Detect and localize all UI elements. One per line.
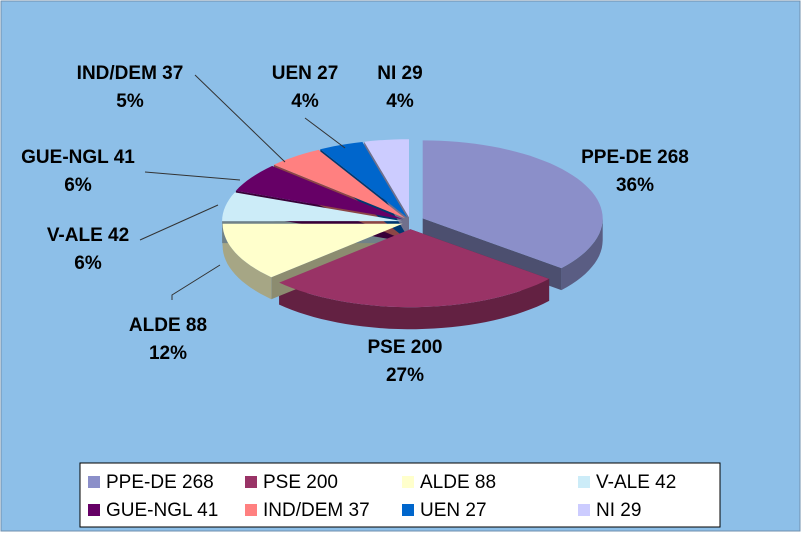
slice-side [222,223,272,300]
leader-line [304,117,346,149]
data-label-value: 4% [386,91,414,112]
legend-swatch [402,504,414,516]
slice [235,166,404,220]
data-label-name: IND/DEM 37 [77,63,184,84]
data-label-name: V-ALE 42 [47,225,129,246]
legend-label: NI 29 [596,500,641,521]
leader-line [144,171,241,181]
data-label-name: GUE-NGL 41 [21,147,135,168]
legend-label: PPE-DE 268 [106,472,214,493]
data-label-value: 6% [64,175,92,196]
slice [364,139,409,218]
legend-swatch [402,476,414,488]
data-label-name: UEN 27 [272,63,339,84]
data-label-value: 4% [291,91,319,112]
data-label-value: 6% [74,253,102,274]
legend-swatch [245,476,257,488]
slice [279,229,550,308]
slice [222,192,403,222]
slice [222,223,403,278]
slice-side [279,278,550,330]
legend-swatch [578,504,590,516]
data-label-value: 5% [116,91,144,112]
legend-label: ALDE 88 [420,472,496,493]
leader-line [139,204,219,241]
data-label-name: ALDE 88 [129,315,207,336]
data-label-value: 36% [616,175,654,196]
legend-label: V-ALE 42 [596,472,676,493]
data-label-name: PSE 200 [368,337,443,358]
leader-line [194,74,286,163]
legend-label: UEN 27 [420,500,487,521]
legend-label: PSE 200 [263,472,338,493]
legend-swatch [88,476,100,488]
slice [422,140,603,269]
legend-label: GUE-NGL 41 [106,500,218,521]
slice [273,149,406,219]
legend-box [79,462,721,528]
data-label-value: 12% [149,343,187,364]
legend-label: IND/DEM 37 [263,500,370,521]
data-label-name: NI 29 [377,63,422,84]
legend-swatch [88,504,100,516]
slice-side [561,218,603,291]
legend-swatch [245,504,257,516]
data-label-value: 27% [386,365,424,386]
legend-swatch [578,476,590,488]
leader-line [171,264,221,300]
data-label-name: PPE-DE 268 [581,147,689,168]
slice [320,142,408,218]
